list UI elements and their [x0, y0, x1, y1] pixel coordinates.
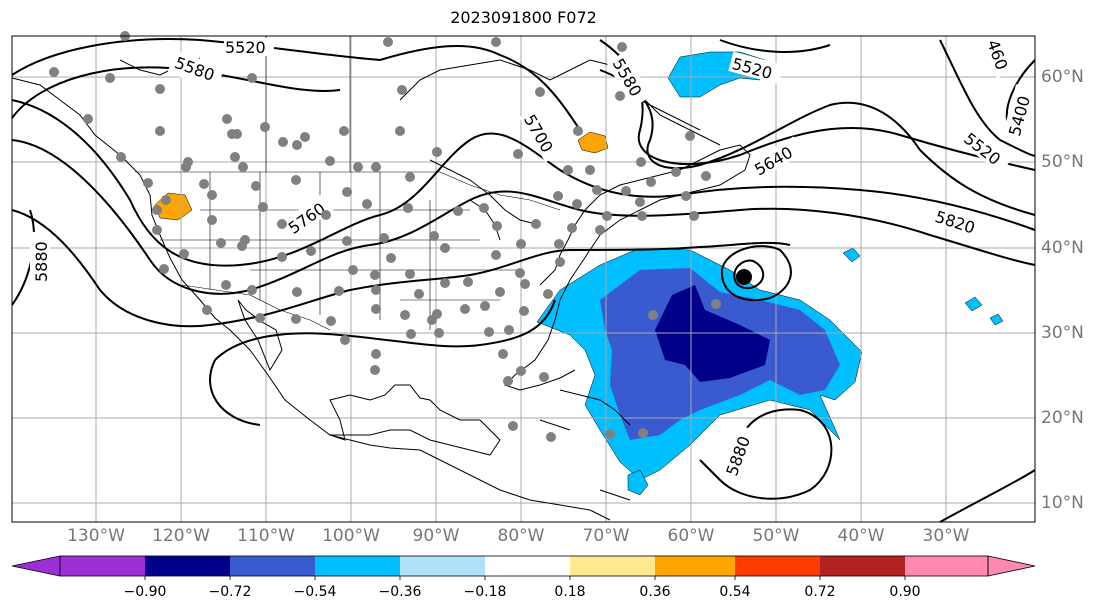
- anomaly-light-blue-small-3: [989, 313, 1004, 326]
- lat-label-50n: 50°N: [1041, 152, 1084, 172]
- anomaly-orange-hudson: [577, 131, 609, 154]
- map-frame-bg: [12, 36, 1035, 522]
- lat-label-20n: 20°N: [1041, 408, 1084, 428]
- lat-label-10n: 10°N: [1041, 493, 1084, 513]
- colorbar-tick-label: −0.36: [378, 584, 422, 600]
- lat-label-30n: 30°N: [1041, 323, 1084, 343]
- lon-label-130w: 130°W: [67, 526, 125, 546]
- colorbar: [11, 555, 1036, 580]
- colorbar-tick-label: 0.54: [719, 584, 751, 600]
- anomaly-light-blue-caribbean: [627, 469, 649, 496]
- contour-label-5520-nw: 5520: [225, 38, 266, 57]
- colorbar-tick-label: −0.54: [293, 584, 337, 600]
- lon-label-70w: 70°W: [582, 526, 630, 546]
- contour-label-5880-w: 5880: [32, 241, 51, 282]
- colorbar-extend-min: [11, 555, 61, 577]
- colorbar-segment-9: [820, 556, 905, 576]
- colorbar-tick-label: 0.36: [639, 584, 671, 600]
- colorbar-segment-6: [570, 556, 655, 576]
- colorbar-segment-3: [315, 556, 400, 576]
- colorbar-tick-label: −0.90: [123, 584, 167, 600]
- anomaly-light-blue-small-2: [964, 296, 983, 312]
- lon-label-100w: 100°W: [322, 526, 380, 546]
- colorbar-tick-label: 0.72: [804, 584, 836, 600]
- lon-label-120w: 120°W: [152, 526, 210, 546]
- station-dots: [49, 31, 721, 442]
- lat-label-60n: 60°N: [1041, 67, 1084, 87]
- lon-label-50w: 50°W: [752, 526, 800, 546]
- colorbar-segment-8: [735, 556, 820, 576]
- lon-label-60w: 60°W: [667, 526, 715, 546]
- lat-label-40n: 40°N: [1041, 238, 1084, 258]
- lon-label-110w: 110°W: [237, 526, 295, 546]
- anomaly-light-blue-small-1: [842, 247, 861, 263]
- colorbar-segment-10: [905, 556, 988, 576]
- map-title: 2023091800 F072: [450, 8, 597, 27]
- colorbar-tick-label: 0.18: [554, 584, 586, 600]
- colorbar-tick-label: 0.90: [889, 584, 921, 600]
- colorbar-segment-4: [400, 556, 485, 576]
- colorbar-segment-2: [230, 556, 315, 576]
- colorbar-segment-0: [60, 556, 145, 576]
- colorbar-segment-5: [485, 556, 570, 576]
- lon-label-30w: 30°W: [922, 526, 970, 546]
- colorbar-extend-max: [987, 555, 1036, 577]
- colorbar-tick-label: −0.18: [463, 584, 507, 600]
- lon-label-40w: 40°W: [837, 526, 885, 546]
- lon-label-80w: 80°W: [497, 526, 545, 546]
- colorbar-tick-label: −0.72: [208, 584, 252, 600]
- colorbar-segment-1: [145, 556, 230, 576]
- colorbar-segment-7: [655, 556, 735, 576]
- lon-label-90w: 90°W: [412, 526, 460, 546]
- map-frame-border: [11, 35, 1036, 523]
